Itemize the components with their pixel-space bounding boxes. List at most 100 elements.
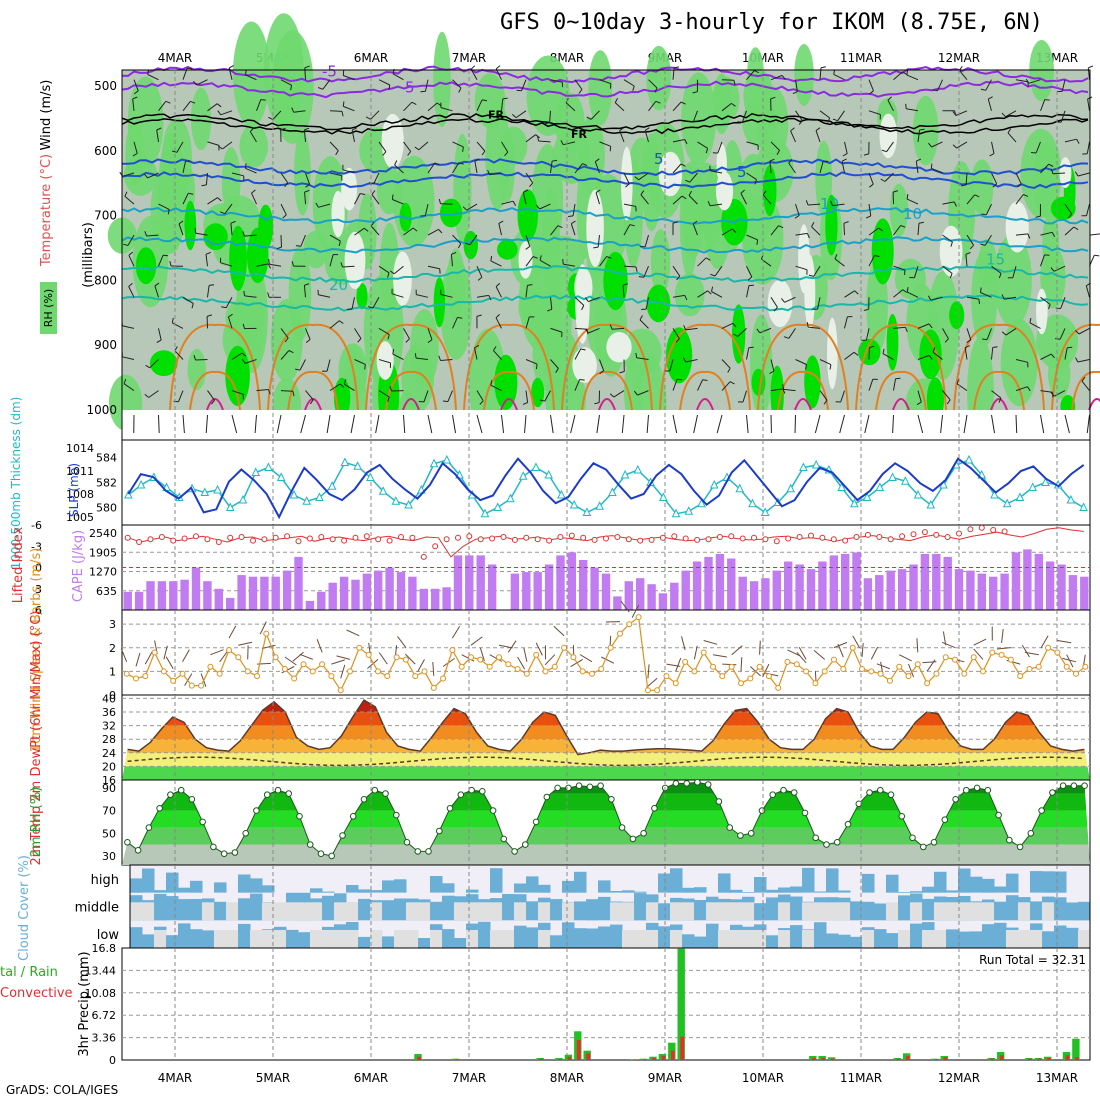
rh-region-wet [770, 365, 784, 424]
thickness-point [709, 479, 719, 489]
rh-region [485, 99, 511, 210]
temperature-contour-hot [206, 398, 224, 411]
rh-region-wet [665, 327, 693, 384]
wind-barb [182, 296, 194, 304]
surface-wind-barb [787, 649, 801, 657]
rh-region-dry [393, 251, 412, 306]
cloud-cover-bar [538, 884, 551, 893]
cloud-cover-bar [610, 891, 623, 893]
cloud-cover-bar [322, 895, 335, 921]
wind-barb-flag [635, 266, 638, 272]
wind-barb-flag [639, 315, 643, 321]
temp-tick: 36 [102, 706, 116, 719]
thickness-point [875, 482, 885, 491]
wind-barb [868, 110, 881, 115]
cloud-gap [286, 902, 299, 921]
wind-speed-point [151, 649, 158, 656]
wind-barb-flag [609, 324, 613, 330]
wind-barb [795, 359, 807, 365]
rh-point [511, 848, 518, 855]
wind-barb-flag [733, 333, 738, 337]
wind-barb-flag [405, 338, 410, 343]
cloud-gap [1042, 902, 1055, 921]
wind-barb-flag [792, 91, 798, 95]
cloud-gap [310, 930, 323, 948]
precip-convective-bar [633, 1059, 638, 1060]
rh-point [629, 835, 637, 843]
cloud-cover-bar [790, 886, 803, 893]
wind-barb [599, 141, 611, 147]
surface-wind-barb [523, 647, 528, 662]
surface-wind-barb [631, 604, 640, 618]
cloud-cover-bar [898, 895, 911, 921]
cape-bar [624, 581, 633, 610]
wind-barb-flag [688, 190, 693, 196]
wind-barb [887, 99, 894, 112]
wind-barb [342, 169, 355, 174]
cape-bar [351, 579, 360, 610]
wind-barb-flag [842, 153, 848, 157]
thickness-point [1066, 494, 1076, 504]
temp-tick: 32 [102, 720, 116, 733]
wind-barb-flag [267, 263, 271, 269]
wind-barb [795, 265, 808, 271]
temperature-contour-hot [696, 398, 714, 411]
wind-barb [721, 103, 732, 112]
wind-speed-point [784, 658, 791, 665]
cloud-cover-bar [634, 891, 647, 893]
wind-barb [501, 200, 514, 205]
surface-wind-barb [340, 664, 346, 679]
lifted-index-point [375, 536, 382, 543]
wind-barb [721, 381, 731, 391]
wind-barb-flag [830, 200, 834, 206]
rh-region [542, 207, 560, 307]
wind-barb-flag [980, 287, 982, 293]
wind-speed-point [626, 621, 633, 628]
rh-point [220, 850, 228, 858]
lifted-index-point [625, 536, 632, 543]
rh-point [618, 824, 626, 831]
cloud-cover-bar [382, 880, 395, 893]
wind-barb [570, 223, 576, 236]
wind-tick: 2 [109, 642, 116, 655]
wind-barb-flag [544, 122, 550, 125]
wind-barb [868, 255, 875, 267]
cloud-cover-bar [214, 882, 227, 893]
wind-speed-point [263, 630, 270, 637]
wind-barb [351, 297, 355, 310]
lifted-index-point [432, 543, 439, 550]
wind-barb [636, 357, 649, 360]
lifted-index-point [398, 534, 404, 540]
wind-barb-flag [145, 364, 151, 369]
surface-wind-barb [570, 414, 576, 434]
cape-bar [761, 578, 770, 610]
wind-barb [807, 203, 821, 206]
wind-speed-point [1035, 663, 1042, 670]
precip-convective-bar [680, 1036, 685, 1060]
date-label-top: 4MAR [158, 51, 193, 65]
cape-tick: 2540 [89, 527, 117, 540]
wind-barb-flag [243, 290, 246, 296]
cloud-gap [490, 930, 503, 948]
temperature-contour-warm [365, 323, 457, 411]
wind-barb-flag [495, 282, 501, 287]
thickness-point [671, 508, 681, 518]
cloud-level-label: high [91, 873, 119, 888]
wind-barb [795, 203, 800, 216]
surface-wind-barb [336, 655, 351, 660]
wind-barb [427, 162, 436, 174]
wind-barb [550, 79, 563, 83]
rh-region-dry [827, 317, 838, 390]
wind-barb [378, 390, 390, 398]
cloud-cover-bar [982, 878, 995, 893]
rh-point [780, 786, 787, 794]
wind-barb [1007, 132, 1017, 143]
surface-wind-barb [158, 414, 160, 434]
wind-barb-flag [522, 402, 528, 405]
wind-barb-flag [805, 200, 809, 206]
precip-convective-bar [821, 1058, 826, 1060]
cloud-gap [406, 930, 419, 948]
wind-barb-flag [783, 336, 789, 339]
wind-barb-flag [498, 220, 504, 224]
wind-barb-flag [562, 259, 564, 265]
